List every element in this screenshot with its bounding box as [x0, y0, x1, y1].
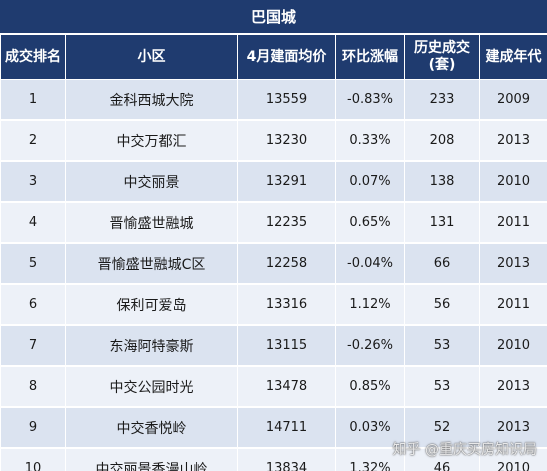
change-cell: 0.85% [335, 366, 405, 408]
change-cell: -0.26% [335, 325, 405, 367]
year-cell: 2013 [479, 243, 547, 285]
rank-cell: 2 [0, 120, 66, 162]
community-cell: 晋愉盛世融城C区 [65, 243, 238, 285]
header-change: 环比涨幅 [335, 34, 405, 80]
change-cell: 0.03% [335, 407, 405, 449]
table-row: 2 中交万都汇 13230 0.33% 208 2013 [0, 120, 547, 162]
table-row: 6 保利可爱岛 13316 1.12% 56 2011 [0, 284, 547, 326]
year-cell: 2010 [479, 325, 547, 367]
header-year: 建成年代 [479, 34, 547, 80]
community-cell: 中交万都汇 [65, 120, 238, 162]
deals-cell: 138 [404, 161, 480, 203]
deals-cell: 66 [404, 243, 480, 285]
year-cell: 2013 [479, 407, 547, 449]
community-cell: 中交香悦岭 [65, 407, 238, 449]
year-cell: 2010 [479, 161, 547, 203]
rank-cell: 7 [0, 325, 66, 367]
rank-cell: 9 [0, 407, 66, 449]
header-price: 4月建面均价 [237, 34, 336, 80]
table-row: 3 中交丽景 13291 0.07% 138 2010 [0, 161, 547, 203]
table-row: 10 中交丽景香漫山岭 13834 1.32% 46 2010 [0, 448, 547, 471]
community-cell: 中交丽景香漫山岭 [65, 448, 238, 471]
header-deals: 历史成交(套) [404, 34, 480, 80]
community-cell: 中交丽景 [65, 161, 238, 203]
price-cell: 13291 [237, 161, 336, 203]
rank-cell: 4 [0, 202, 66, 244]
change-cell: 0.65% [335, 202, 405, 244]
price-cell: 12235 [237, 202, 336, 244]
year-cell: 2010 [479, 448, 547, 471]
table-row: 8 中交公园时光 13478 0.85% 53 2013 [0, 366, 547, 408]
table-row: 7 东海阿特豪斯 13115 -0.26% 53 2010 [0, 325, 547, 367]
year-cell: 2011 [479, 202, 547, 244]
deals-cell: 53 [404, 325, 480, 367]
deals-cell: 53 [404, 366, 480, 408]
header-row: 成交排名 小区 4月建面均价 环比涨幅 历史成交(套) 建成年代 [0, 34, 547, 80]
header-community: 小区 [65, 34, 238, 80]
community-cell: 金科西城大院 [65, 79, 238, 121]
community-cell: 东海阿特豪斯 [65, 325, 238, 367]
rank-cell: 3 [0, 161, 66, 203]
change-cell: -0.83% [335, 79, 405, 121]
change-cell: 1.12% [335, 284, 405, 326]
price-cell: 14711 [237, 407, 336, 449]
price-cell: 13559 [237, 79, 336, 121]
deals-cell: 131 [404, 202, 480, 244]
year-cell: 2013 [479, 366, 547, 408]
change-cell: 0.33% [335, 120, 405, 162]
table-row: 9 中交香悦岭 14711 0.03% 52 2013 [0, 407, 547, 449]
deals-cell: 233 [404, 79, 480, 121]
change-cell: 0.07% [335, 161, 405, 203]
price-cell: 13230 [237, 120, 336, 162]
table-title: 巴国城 [0, 0, 547, 34]
header-rank: 成交排名 [0, 34, 66, 80]
year-cell: 2013 [479, 120, 547, 162]
rank-cell: 1 [0, 79, 66, 121]
price-cell: 13115 [237, 325, 336, 367]
community-cell: 中交公园时光 [65, 366, 238, 408]
deals-cell: 46 [404, 448, 480, 471]
deals-cell: 208 [404, 120, 480, 162]
price-cell: 13478 [237, 366, 336, 408]
year-cell: 2011 [479, 284, 547, 326]
community-cell: 晋愉盛世融城 [65, 202, 238, 244]
ranking-table: 成交排名 小区 4月建面均价 环比涨幅 历史成交(套) 建成年代 1 金科西城大… [0, 34, 547, 471]
rank-cell: 8 [0, 366, 66, 408]
deals-cell: 56 [404, 284, 480, 326]
year-cell: 2009 [479, 79, 547, 121]
table-row: 1 金科西城大院 13559 -0.83% 233 2009 [0, 79, 547, 121]
price-cell: 13316 [237, 284, 336, 326]
deals-cell: 52 [404, 407, 480, 449]
price-cell: 12258 [237, 243, 336, 285]
change-cell: -0.04% [335, 243, 405, 285]
rank-cell: 6 [0, 284, 66, 326]
table-row: 4 晋愉盛世融城 12235 0.65% 131 2011 [0, 202, 547, 244]
rank-cell: 5 [0, 243, 66, 285]
table-row: 5 晋愉盛世融城C区 12258 -0.04% 66 2013 [0, 243, 547, 285]
rank-cell: 10 [0, 448, 66, 471]
price-cell: 13834 [237, 448, 336, 471]
change-cell: 1.32% [335, 448, 405, 471]
community-cell: 保利可爱岛 [65, 284, 238, 326]
